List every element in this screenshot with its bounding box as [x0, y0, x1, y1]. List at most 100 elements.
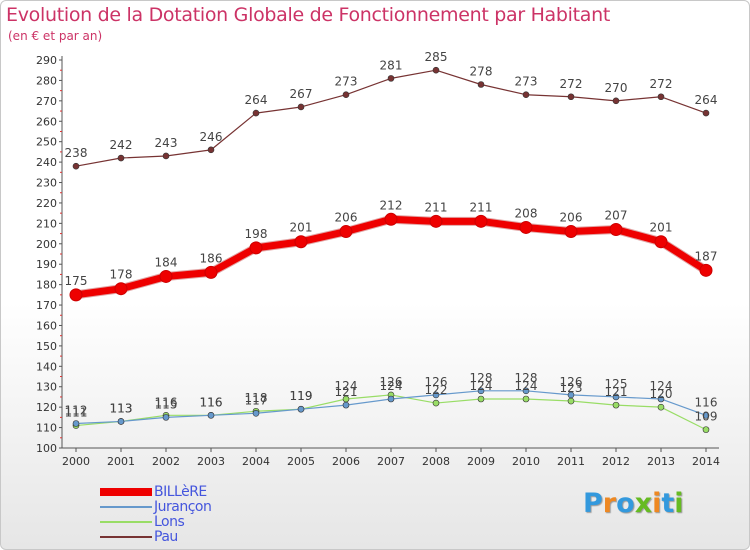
- data-label-lons-2000: 111: [65, 406, 88, 420]
- proxiti-logo: Proxiti: [583, 488, 684, 519]
- x-tick-label-2013: 2013: [647, 455, 675, 468]
- point-jurancon-2006: [342, 401, 350, 409]
- logo-letter: r: [602, 488, 617, 519]
- data-label-billere-2004: 198: [245, 227, 268, 241]
- point-pau-2004: [252, 109, 260, 117]
- x-tick-label-2010: 2010: [512, 455, 540, 468]
- data-label-lons-2011: 123: [560, 381, 583, 395]
- x-tick-label-2001: 2001: [107, 455, 135, 468]
- point-billere-2013: [654, 235, 668, 249]
- point-lons-2009: [477, 395, 485, 403]
- point-billere-2010: [519, 220, 533, 234]
- point-lons-2011: [567, 397, 575, 405]
- chart-title: Evolution de la Dotation Globale de Fonc…: [6, 4, 611, 26]
- data-label-billere-2007: 212: [380, 198, 403, 212]
- data-label-billere-2005: 201: [290, 221, 313, 235]
- point-pau-2000: [72, 162, 80, 170]
- point-pau-2014: [702, 109, 710, 117]
- data-label-lons-2013: 120: [650, 387, 673, 401]
- data-label-pau-2002: 243: [155, 136, 178, 150]
- data-label-pau-2007: 281: [380, 58, 403, 72]
- x-tick-label-2005: 2005: [287, 455, 315, 468]
- data-label-billere-2003: 186: [200, 251, 223, 265]
- point-pau-2011: [567, 93, 575, 101]
- data-label-jurancon-2005: 119: [290, 389, 313, 403]
- point-jurancon-2003: [207, 412, 215, 419]
- y-tick-label-170: 170: [36, 299, 57, 312]
- data-label-pau-2011: 272: [560, 77, 583, 91]
- data-label-jurancon-2001: 113: [110, 401, 133, 415]
- point-jurancon-2000: [72, 420, 80, 427]
- point-jurancon-2011: [567, 391, 575, 399]
- data-label-jurancon-2004: 117: [245, 393, 268, 407]
- data-label-billere-2012: 207: [605, 208, 628, 222]
- y-tick-label-140: 140: [36, 360, 57, 373]
- x-tick-label-2014: 2014: [692, 455, 720, 468]
- data-label-billere-2008: 211: [425, 200, 448, 214]
- data-label-billere-2009: 211: [470, 200, 493, 214]
- point-pau-2003: [207, 146, 215, 154]
- logo-letter: t: [661, 488, 675, 519]
- y-tick-label-270: 270: [36, 95, 57, 108]
- data-label-pau-2006: 273: [335, 75, 358, 89]
- point-pau-2012: [612, 97, 620, 105]
- data-label-jurancon-2003: 116: [200, 395, 223, 409]
- y-tick-label-160: 160: [36, 319, 57, 332]
- data-label-lons-2007: 126: [380, 375, 403, 389]
- data-label-lons-2002: 116: [155, 395, 178, 409]
- point-jurancon-2001: [117, 418, 125, 425]
- logo-letter: o: [616, 488, 635, 519]
- point-billere-2005: [294, 235, 308, 249]
- data-label-jurancon-2008: 126: [425, 375, 448, 389]
- point-jurancon-2013: [657, 395, 665, 403]
- data-label-pau-2000: 238: [65, 146, 88, 160]
- data-label-lons-2001: 113: [110, 401, 133, 415]
- logo-letter: i: [652, 488, 662, 519]
- data-label-pau-2003: 246: [200, 130, 223, 144]
- data-label-pau-2012: 270: [605, 81, 628, 95]
- logo-letter: i: [674, 488, 684, 519]
- y-tick-label-190: 190: [36, 258, 57, 271]
- point-billere-2000: [69, 288, 83, 302]
- data-label-jurancon-2007: 124: [380, 379, 403, 393]
- x-tick-label-2007: 2007: [377, 455, 405, 468]
- data-label-jurancon-2006: 121: [335, 385, 358, 399]
- legend-label-billere: BILLèRE: [154, 484, 207, 500]
- data-label-pau-2008: 285: [425, 50, 448, 64]
- point-billere-2014: [699, 263, 713, 277]
- point-lons-2014: [702, 426, 710, 433]
- point-jurancon-2010: [522, 387, 530, 395]
- y-tick-label-200: 200: [36, 238, 57, 251]
- point-jurancon-2014: [702, 412, 710, 419]
- chart-subtitle: (en € et par an): [8, 29, 103, 43]
- point-billere-2008: [429, 214, 443, 228]
- x-tick-label-2008: 2008: [422, 455, 450, 468]
- data-label-billere-2002: 184: [155, 255, 178, 269]
- point-pau-2008: [432, 66, 440, 74]
- point-pau-2009: [477, 81, 485, 88]
- point-billere-2011: [564, 225, 578, 239]
- data-label-lons-2004: 118: [245, 391, 268, 405]
- point-jurancon-2009: [477, 387, 485, 395]
- y-tick-label-120: 120: [36, 401, 57, 414]
- legend-label-pau: Pau: [154, 529, 178, 545]
- x-tick-label-2011: 2011: [557, 455, 585, 468]
- point-jurancon-2002: [162, 414, 170, 421]
- legend-swatch-pau: [100, 536, 152, 538]
- point-billere-2012: [609, 222, 623, 236]
- legend-label-jurancon: Jurançon: [154, 499, 212, 515]
- data-label-lons-2014: 109: [695, 410, 718, 424]
- x-tick-label-2004: 2004: [242, 455, 270, 468]
- logo-letter: P: [583, 488, 603, 519]
- data-label-billere-2000: 175: [65, 274, 88, 288]
- point-jurancon-2008: [432, 391, 440, 399]
- x-tick-label-2000: 2000: [62, 455, 90, 468]
- data-label-billere-2013: 201: [650, 221, 673, 235]
- data-label-jurancon-2002: 115: [155, 397, 178, 411]
- y-tick-label-220: 220: [36, 197, 57, 210]
- point-jurancon-2004: [252, 409, 260, 417]
- data-label-lons-2009: 124: [470, 379, 493, 393]
- x-tick-label-2009: 2009: [467, 455, 495, 468]
- x-tick-label-2006: 2006: [332, 455, 360, 468]
